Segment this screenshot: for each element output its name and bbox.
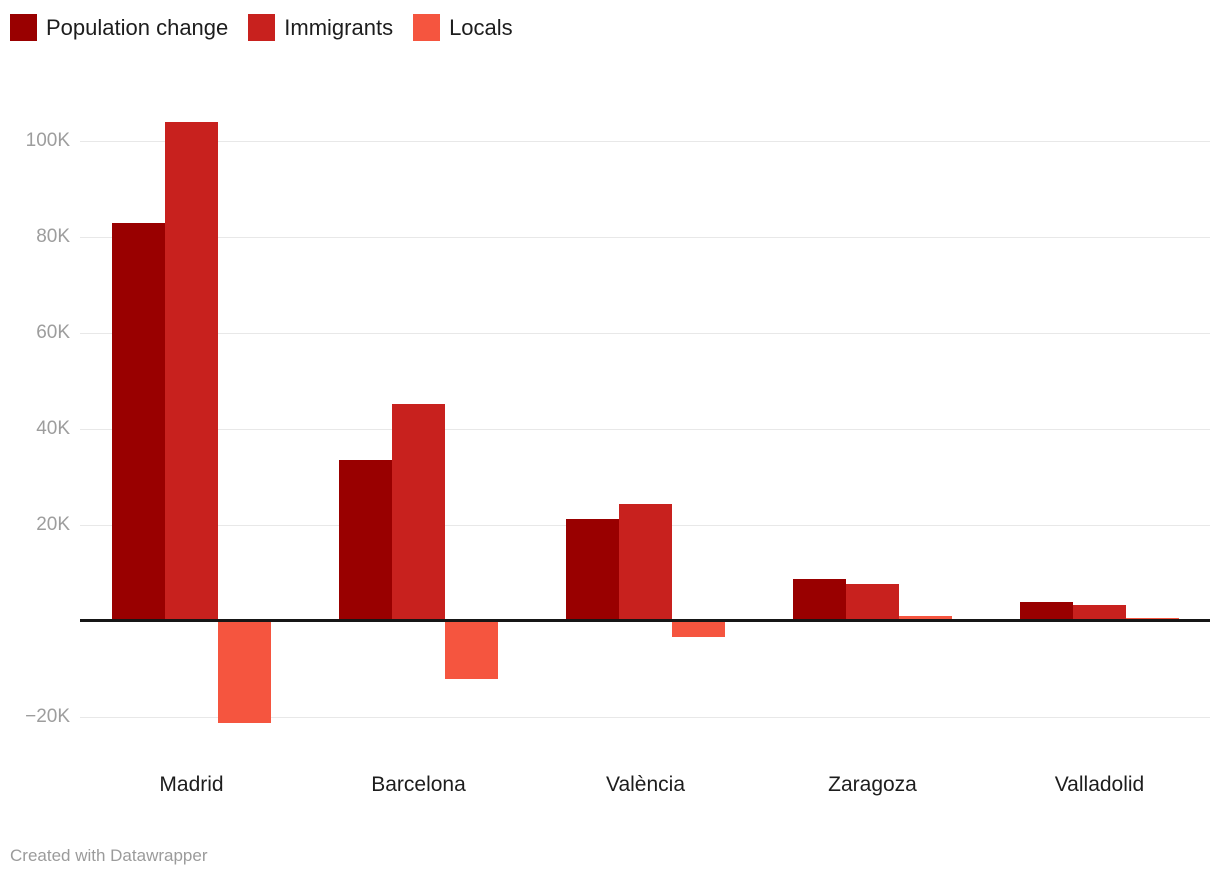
legend: Population change Immigrants Locals	[10, 14, 513, 41]
attribution-text: Created with Datawrapper	[10, 846, 208, 865]
legend-item-immigrants: Immigrants	[248, 14, 393, 41]
bar-immigrants-zaragoza	[846, 584, 899, 621]
y-axis-label-20k: −20K	[25, 706, 70, 727]
bar-population-change-barcelona	[339, 460, 392, 621]
y-axis-label-40k: 40K	[36, 418, 70, 439]
y-axis-label-80k: 80K	[36, 226, 70, 247]
legend-label-locals: Locals	[449, 14, 513, 40]
y-axis-label-100k: 100K	[25, 130, 70, 151]
bar-immigrants-valladolid	[1073, 605, 1126, 621]
category-label-val-ncia: València	[606, 773, 685, 796]
gridline-40k	[80, 428, 1210, 430]
bar-population-change-valladolid	[1020, 602, 1073, 621]
legend-item-locals: Locals	[413, 14, 513, 41]
bar-locals-zaragoza	[899, 616, 952, 621]
category-label-valladolid: Valladolid	[1054, 773, 1145, 796]
bar-immigrants-madrid	[165, 121, 218, 621]
bar-population-change-zaragoza	[793, 579, 846, 621]
bar-immigrants-val-ncia	[619, 503, 672, 621]
category-label-zaragoza: Zaragoza	[828, 773, 917, 796]
y-axis-label-20k: 20K	[36, 514, 70, 535]
gridline-60k	[80, 332, 1210, 334]
bar-locals-val-ncia	[672, 622, 725, 638]
bar-population-change-val-ncia	[566, 519, 619, 621]
gridline-20k	[80, 716, 1210, 718]
legend-swatch-locals	[413, 14, 441, 41]
category-label-barcelona: Barcelona	[371, 773, 466, 796]
bar-locals-madrid	[218, 622, 271, 723]
gridline-100k	[80, 140, 1210, 142]
x-axis-zero-line	[80, 619, 1210, 622]
legend-label-population-change: Population change	[46, 14, 229, 40]
bar-immigrants-barcelona	[392, 403, 445, 621]
bar-locals-barcelona	[445, 622, 498, 679]
category-label-madrid: Madrid	[159, 773, 224, 796]
legend-item-population-change: Population change	[10, 14, 228, 41]
legend-swatch-immigrants	[248, 14, 276, 41]
legend-swatch-population-change	[10, 14, 37, 41]
legend-label-immigrants: Immigrants	[284, 14, 394, 40]
gridline-80k	[80, 236, 1210, 238]
bar-population-change-madrid	[112, 222, 165, 621]
y-axis-label-60k: 60K	[36, 322, 70, 343]
